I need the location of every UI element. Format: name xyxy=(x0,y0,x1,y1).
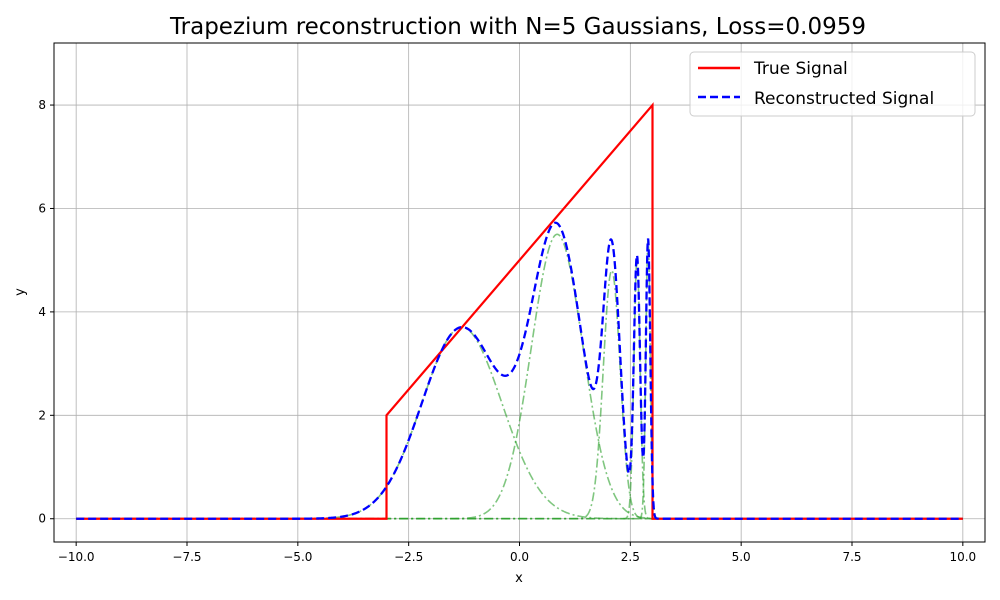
grid xyxy=(54,43,985,542)
y-tick-label: 2 xyxy=(38,408,46,422)
y-axis-title: y xyxy=(13,288,28,296)
reconstructed-signal-line xyxy=(76,221,963,520)
x-tick-label: 2.5 xyxy=(621,550,640,564)
legend-label-true-signal: True Signal xyxy=(753,59,848,79)
series-layer xyxy=(76,102,963,520)
x-axis-title: x xyxy=(515,571,523,586)
x-tick-label: −7.5 xyxy=(172,550,201,564)
chart-title: Trapezium reconstruction with N=5 Gaussi… xyxy=(169,14,866,40)
legend: True Signal Reconstructed Signal xyxy=(689,51,976,117)
y-tick-label: 4 xyxy=(38,305,46,319)
x-tick-label: −5.0 xyxy=(283,550,312,564)
y-tick-label: 8 xyxy=(38,98,46,112)
x-tick-label: −10.0 xyxy=(58,550,95,564)
x-tick-label: 7.5 xyxy=(842,550,861,564)
y-axis-ticks: 0 2 4 6 8 xyxy=(38,98,54,526)
x-tick-label: −2.5 xyxy=(394,550,423,564)
legend-label-reconstructed-signal: Reconstructed Signal xyxy=(754,89,934,109)
legend-box xyxy=(689,51,976,117)
x-axis-ticks: −10.0 −7.5 −5.0 −2.5 0.0 2.5 5.0 7.5 10.0 xyxy=(58,542,976,564)
y-tick-label: 6 xyxy=(38,201,46,215)
x-tick-label: 0.0 xyxy=(510,550,529,564)
x-tick-label: 10.0 xyxy=(949,550,976,564)
y-tick-label: 0 xyxy=(38,512,46,526)
plot-area: −10.0 −7.5 −5.0 −2.5 0.0 2.5 5.0 7.5 10.0 0 2 4 6 8 xyxy=(38,42,986,564)
x-tick-label: 5.0 xyxy=(732,550,751,564)
